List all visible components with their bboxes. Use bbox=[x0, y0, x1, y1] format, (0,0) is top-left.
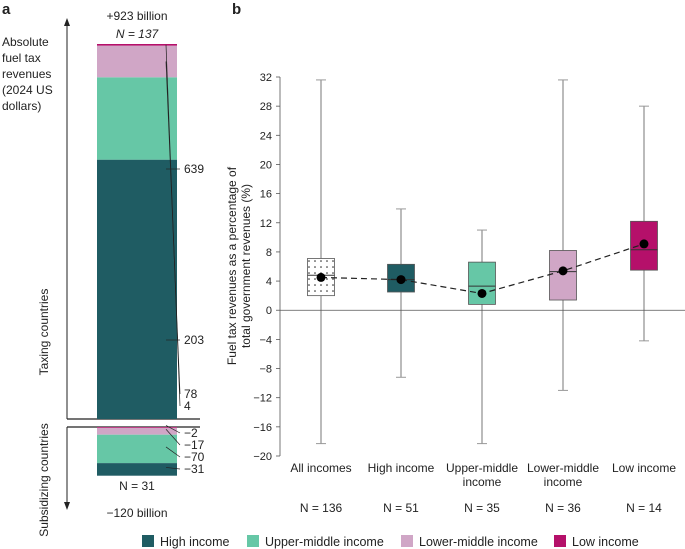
n-label: N = 14 bbox=[626, 501, 662, 515]
n-label: N = 51 bbox=[383, 501, 419, 515]
n-label: N = 36 bbox=[545, 501, 581, 515]
bar-segment-subsidizing bbox=[97, 427, 177, 428]
bar-value-label: −2 bbox=[184, 426, 198, 440]
y-tick-label: 16 bbox=[260, 189, 272, 201]
bar-value-label: −70 bbox=[184, 450, 205, 464]
bar-value-label: −17 bbox=[184, 438, 205, 452]
legend-swatch bbox=[401, 535, 413, 547]
subsidizing-n-label: N = 31 bbox=[119, 479, 155, 493]
y-tick-label: −16 bbox=[253, 422, 272, 434]
mean-marker bbox=[639, 239, 649, 249]
bar-segment-taxing bbox=[97, 45, 177, 78]
taxing-n-label: N = 137 bbox=[116, 27, 160, 41]
subsidizing-countries-label: Subsidizing countries bbox=[37, 423, 51, 536]
y-tick-label: −12 bbox=[253, 393, 272, 405]
y-axis-label: total government revenues (%) bbox=[239, 184, 253, 348]
category-label: income bbox=[544, 475, 583, 489]
category-label: Upper-middle bbox=[446, 461, 518, 475]
bar-value-label: 4 bbox=[184, 399, 191, 413]
mean-marker bbox=[558, 266, 568, 276]
y-tick-label: 0 bbox=[266, 305, 272, 317]
y-tick-label: −20 bbox=[253, 451, 272, 463]
legend-label: Low income bbox=[572, 535, 639, 549]
y-axis-label: Fuel tax revenues as a percentage of bbox=[225, 166, 239, 365]
category-label: Lower-middle bbox=[527, 461, 599, 475]
y-tick-label: 28 bbox=[260, 101, 272, 113]
taxing-countries-label: Taxing countries bbox=[37, 289, 51, 376]
mean-marker bbox=[396, 275, 406, 285]
box bbox=[468, 261, 496, 305]
leader-line bbox=[165, 44, 181, 407]
category-label: income bbox=[463, 475, 502, 489]
y-tick-label: −4 bbox=[259, 334, 272, 346]
panel-a-axis-title: Absolute bbox=[2, 35, 49, 49]
legend-label: Lower-middle income bbox=[419, 535, 538, 549]
bar-segment-taxing bbox=[97, 159, 177, 419]
mean-marker bbox=[477, 288, 487, 298]
bottom-total-label: −120 billion bbox=[106, 506, 167, 520]
leader-line bbox=[165, 446, 181, 458]
y-tick-label: 24 bbox=[260, 130, 272, 142]
n-label: N = 35 bbox=[464, 501, 500, 515]
legend-label: High income bbox=[160, 535, 230, 549]
bar-segment-subsidizing bbox=[97, 463, 177, 476]
y-tick-label: 32 bbox=[260, 72, 272, 84]
bar-segment-subsidizing bbox=[97, 434, 177, 464]
y-tick-label: 20 bbox=[260, 159, 272, 171]
bar-value-label: 639 bbox=[184, 162, 204, 176]
leader-line bbox=[165, 425, 181, 434]
panel-label-a: a bbox=[2, 1, 11, 18]
leader-line bbox=[165, 429, 181, 446]
n-label: N = 136 bbox=[300, 501, 343, 515]
legend-swatch bbox=[247, 535, 259, 547]
panel-a-axis-title: revenues bbox=[2, 67, 51, 81]
panel-a-axis-title: fuel tax bbox=[2, 51, 41, 65]
category-label: Low income bbox=[612, 461, 676, 475]
y-tick-label: 12 bbox=[260, 218, 272, 230]
legend-swatch bbox=[554, 535, 566, 547]
mean-marker bbox=[316, 272, 326, 282]
y-tick-label: −8 bbox=[259, 364, 272, 376]
bar-segment-taxing bbox=[97, 77, 177, 160]
legend-swatch bbox=[142, 535, 154, 547]
panel-a-axis-title: (2024 US bbox=[2, 83, 53, 97]
leader-line bbox=[165, 467, 181, 470]
top-total-label: +923 billion bbox=[106, 9, 167, 23]
bar-value-label: 78 bbox=[184, 387, 198, 401]
bar-segment-taxing bbox=[97, 44, 177, 46]
y-tick-label: 8 bbox=[266, 247, 272, 259]
category-label: All incomes bbox=[290, 461, 351, 475]
bar-segment-subsidizing bbox=[97, 427, 177, 435]
category-label: High income bbox=[368, 461, 435, 475]
bar-value-label: 203 bbox=[184, 333, 204, 347]
bar-value-label: −31 bbox=[184, 462, 205, 476]
legend-label: Upper-middle income bbox=[265, 535, 384, 549]
y-tick-label: 4 bbox=[266, 276, 272, 288]
panel-a-axis-title: dollars) bbox=[2, 99, 41, 113]
panel-label-b: b bbox=[232, 1, 241, 18]
